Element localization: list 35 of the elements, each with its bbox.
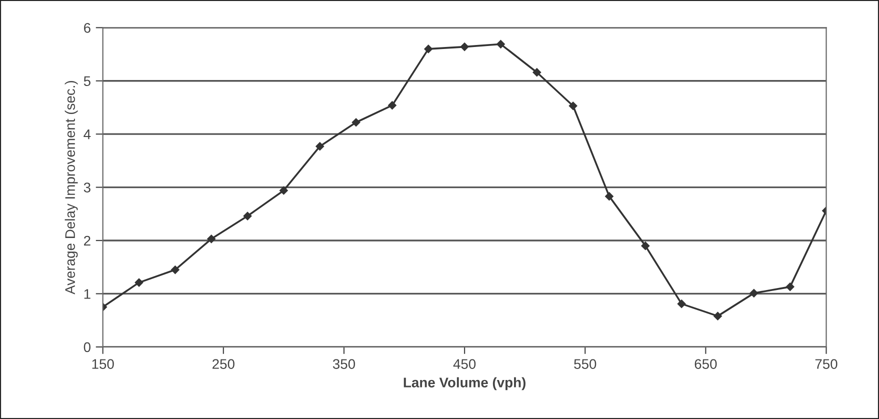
y-tick-label: 3 <box>84 182 90 192</box>
point <box>714 312 722 320</box>
point <box>207 234 216 244</box>
point <box>280 186 288 195</box>
point <box>243 212 252 220</box>
point <box>786 282 794 291</box>
point <box>316 142 324 150</box>
y-axis-title: Average Delay Improvement (sec.) <box>64 80 78 294</box>
x-tick-label: 350 <box>332 359 356 369</box>
point <box>171 266 180 274</box>
y-tick-label: 6 <box>84 22 90 33</box>
point <box>388 101 396 110</box>
point <box>750 289 758 298</box>
y-tick-label: 5 <box>84 76 90 86</box>
y-tick-label: 4 <box>84 130 91 140</box>
x-tick-label: 450 <box>453 359 476 369</box>
x-tick-label: 250 <box>212 359 234 369</box>
point <box>677 300 686 308</box>
x-tick-label: 150 <box>92 359 114 369</box>
x-tick-label: 650 <box>694 359 717 369</box>
y-tick-label: 0 <box>84 342 90 352</box>
y-tick-label: 2 <box>84 236 90 246</box>
x-tick-label: 750 <box>815 359 838 369</box>
point <box>605 192 614 200</box>
x-tick-label: 550 <box>574 359 596 369</box>
y-tick-label: 1 <box>84 289 90 299</box>
point <box>134 278 144 287</box>
point <box>460 42 469 51</box>
x-axis-title: Lane Volume (vph) <box>404 377 526 390</box>
point <box>424 44 433 54</box>
point <box>496 40 505 48</box>
point <box>641 242 650 250</box>
point <box>352 118 360 127</box>
point <box>568 102 578 110</box>
point <box>532 68 542 76</box>
